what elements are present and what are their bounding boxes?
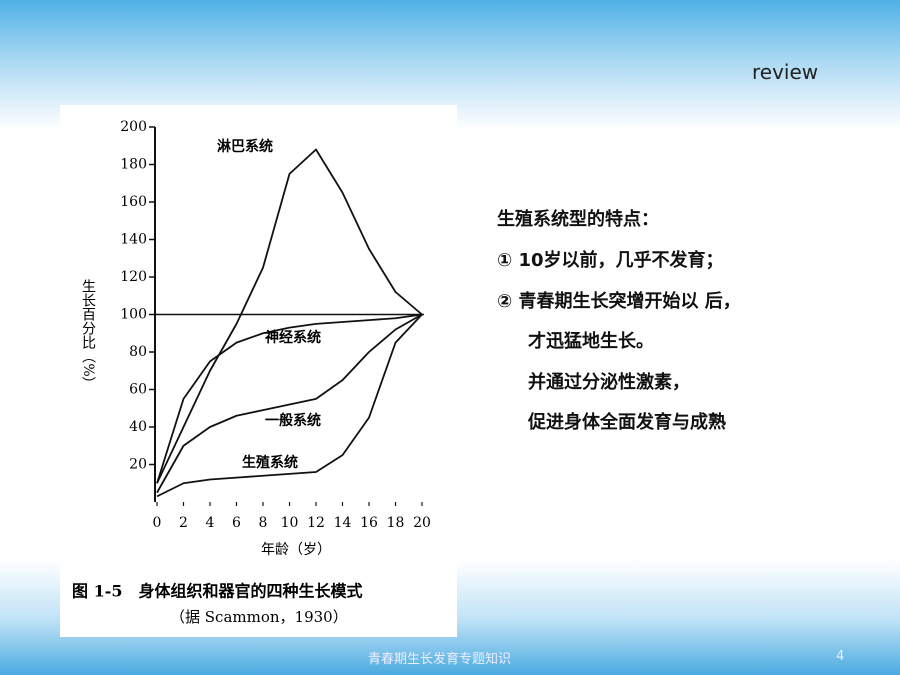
text-line: 促进身体全面发育与成熟 — [528, 412, 726, 433]
chart: 生长百分比（%） 年龄（岁） 图 1-5 身体组织和器官的四种生长模式 （据 S… — [60, 105, 457, 637]
y-tick-label: 100 — [120, 307, 147, 323]
text-line: 才迅猛地生长。 — [528, 331, 654, 352]
series-line — [156, 313, 423, 498]
x-tick-label: 16 — [360, 515, 378, 531]
y-tick-label: 120 — [120, 269, 147, 285]
x-tick-label: 8 — [259, 515, 268, 531]
text-line: ① 10岁以前，几乎不发育； — [497, 250, 724, 271]
x-tick-label: 0 — [153, 515, 162, 531]
series-line — [156, 313, 423, 484]
y-tick-label: 40 — [129, 419, 147, 435]
x-tick-label: 4 — [206, 515, 215, 531]
y-tick-label: 60 — [129, 382, 147, 398]
y-tick-label: 20 — [129, 457, 147, 473]
page-number: 4 — [836, 649, 845, 664]
series-label: 生殖系统 — [242, 454, 298, 471]
y-tick-label: 200 — [120, 119, 147, 135]
caption: 图 1-5 身体组织和器官的四种生长模式 — [72, 582, 362, 601]
y-axis-label: 生长百分比（%） — [80, 279, 96, 390]
x-axis-label: 年龄（岁） — [261, 542, 331, 558]
y-tick-label: 80 — [129, 344, 147, 360]
x-tick-label: 10 — [281, 515, 299, 531]
review-tag: review — [752, 60, 819, 84]
x-tick-label: 12 — [307, 515, 325, 531]
y-tick-label: 180 — [120, 157, 147, 173]
series-line — [156, 148, 423, 484]
x-tick-label: 14 — [334, 515, 352, 531]
series-label: 淋巴系统 — [217, 138, 273, 155]
y-tick-label: 140 — [120, 232, 147, 248]
x-tick-label: 18 — [387, 515, 405, 531]
source: （据 Scammon，1930） — [170, 608, 348, 626]
series-label: 一般系统 — [265, 412, 321, 429]
x-tick-label: 2 — [179, 515, 188, 531]
y-tick-label: 160 — [120, 194, 147, 210]
footer-title: 青春期生长发育专题知识 — [368, 652, 512, 667]
text-line: ② 青春期生长突增开始以 后， — [497, 291, 741, 312]
x-tick-label: 6 — [232, 515, 241, 531]
series-label: 神经系统 — [265, 329, 321, 346]
heading: 生殖系统型的特点： — [497, 209, 659, 230]
series-line — [156, 313, 423, 494]
x-tick-label: 20 — [413, 515, 431, 531]
text-line: 并通过分泌性激素， — [528, 372, 690, 393]
